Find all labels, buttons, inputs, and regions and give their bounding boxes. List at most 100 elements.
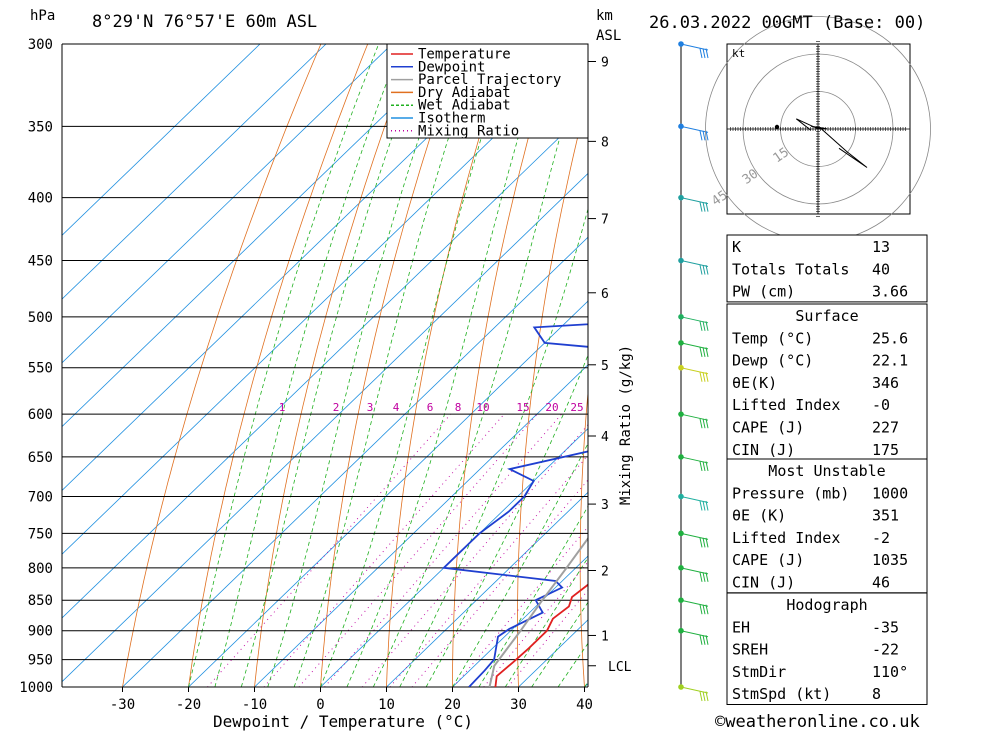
pressure-tick-label: 700 [28, 490, 53, 506]
surface-value: 22.1 [872, 352, 908, 370]
height-tick-label: 8 [601, 135, 609, 150]
x-tick-label: 0 [316, 697, 324, 713]
wind-barb-flag [705, 321, 709, 331]
surface-value: 25.6 [872, 329, 908, 347]
wind-barb-flag [699, 604, 703, 615]
hodograph-stats-label: SREH [732, 641, 768, 659]
most-unstable-label: CIN (J) [732, 574, 795, 592]
axis-labels: 3003504004505005506006507007508008509009… [19, 37, 634, 731]
wind-barb-flag [705, 635, 709, 645]
surface-title: Surface [795, 307, 858, 325]
legend-label: Temperature [418, 47, 511, 63]
hodograph-stats-box [726, 592, 928, 705]
hodograph: kt 15 30 45 [705, 16, 931, 242]
wind-barb-flag [699, 264, 703, 275]
wind-barb-flag [699, 130, 703, 141]
wind-barb-flag [699, 691, 703, 702]
km-asl-label: ASL [596, 28, 621, 44]
wind-barb-flag [699, 347, 703, 357]
stats-tables: K 13 Totals Totals 40 PW (cm) 3.66 Surface Temp… [726, 234, 928, 705]
datetime-label: 26.03.2022 00GMT (Base: 00) [649, 13, 925, 33]
pressure-tick-label: 950 [28, 653, 53, 669]
hodograph-stats-label: StmDir [732, 663, 786, 681]
surface-label: Dewp (°C) [732, 352, 813, 370]
wind-barb-flag [705, 572, 709, 582]
wind-barb-flag [702, 418, 706, 429]
indices-value: 40 [872, 260, 890, 278]
pressure-tick-label: 650 [28, 450, 53, 466]
pressure-tick-label: 550 [28, 361, 53, 377]
location-label: 8°29'N 76°57'E 60m ASL [92, 12, 317, 32]
wind-barb-flag [702, 500, 706, 511]
surface-value: -0 [872, 396, 890, 414]
wind-barb-flag [705, 347, 709, 357]
wind-barb-flag [705, 604, 709, 615]
hodograph-point [774, 124, 780, 130]
wind-barb-flag [702, 347, 706, 357]
height-tick-label: 5 [601, 359, 609, 374]
legend-box [386, 43, 589, 139]
height-tick-label: 6 [601, 287, 609, 302]
mixing-ratio-axis-label: Mixing Ratio (g/kg) [618, 345, 634, 505]
pressure-tick-label: 600 [28, 407, 53, 423]
wind-barb-flag [699, 48, 703, 59]
x-tick-label: 10 [378, 697, 395, 713]
isotherm-line [254, 364, 588, 687]
most-unstable-label: Pressure (mb) [732, 484, 849, 502]
most-unstable-box [726, 458, 928, 594]
wet-adiabat [214, 44, 402, 687]
hodograph-ring-label: 45 [709, 188, 730, 209]
wind-barb-flag [702, 635, 706, 645]
legend-label: Isotherm [418, 111, 485, 127]
x-tick-label: -30 [110, 697, 135, 713]
pressure-tick-label: 300 [28, 37, 53, 53]
hodograph-trace [795, 118, 868, 168]
most-unstable-title: Most Unstable [768, 462, 885, 480]
km-unit-label: km [596, 8, 613, 24]
hodograph-unit-label: kt [732, 47, 745, 60]
header: hPa 8°29'N 76°57'E 60m ASL km ASL 26.03.2022… [30, 8, 925, 732]
legend-label: Dewpoint [418, 59, 485, 75]
height-tick-label: 3 [601, 498, 609, 513]
surface-value: 227 [872, 419, 899, 437]
isotherm-line [386, 491, 588, 687]
pressure-tick-label: 500 [28, 310, 53, 326]
wind-barb-flag [702, 372, 706, 382]
x-tick-label: -20 [176, 697, 201, 713]
hpa-unit-label: hPa [30, 8, 55, 24]
isotherm-line [62, 44, 261, 236]
isotherm-line [122, 236, 588, 687]
most-unstable-value: -2 [872, 529, 890, 547]
wind-level-dot [678, 123, 684, 130]
mixing-ratio-label: 4 [393, 401, 400, 414]
wind-barb-flag [705, 537, 709, 548]
surface-value: 346 [872, 374, 899, 392]
isotherm-line [320, 427, 588, 687]
hodograph-stats-value: 110° [872, 663, 908, 681]
series-temperature [494, 583, 588, 687]
hodograph-stats-label: EH [732, 618, 750, 636]
wet-adiabat [372, 44, 587, 687]
wind-barb-flag [705, 48, 709, 59]
height-tick-label: 4 [601, 430, 609, 445]
x-tick-label: 40 [576, 697, 593, 713]
wind-barbs [678, 41, 709, 702]
isotherm-line [62, 44, 327, 300]
hodograph-ring-label: 15 [771, 145, 792, 166]
wind-barb-flag [705, 691, 709, 702]
isotherm-line [62, 44, 393, 364]
pressure-tick-label: 450 [28, 254, 53, 270]
most-unstable-value: 46 [872, 574, 890, 592]
wind-barb-flag [702, 264, 706, 275]
height-tick-label: LCL [608, 660, 632, 675]
mixing-ratio-line [263, 413, 505, 687]
wind-barb-flag [702, 130, 706, 141]
most-unstable-label: CAPE (J) [732, 551, 804, 569]
wind-barb-flag [702, 202, 706, 212]
wet-adiabat [320, 44, 512, 687]
pressure-tick-label: 800 [28, 561, 53, 577]
pressure-tick-label: 750 [28, 526, 53, 542]
mixing-ratio-label: 2 [333, 401, 340, 414]
hodograph-stats-value: 8 [872, 685, 881, 703]
